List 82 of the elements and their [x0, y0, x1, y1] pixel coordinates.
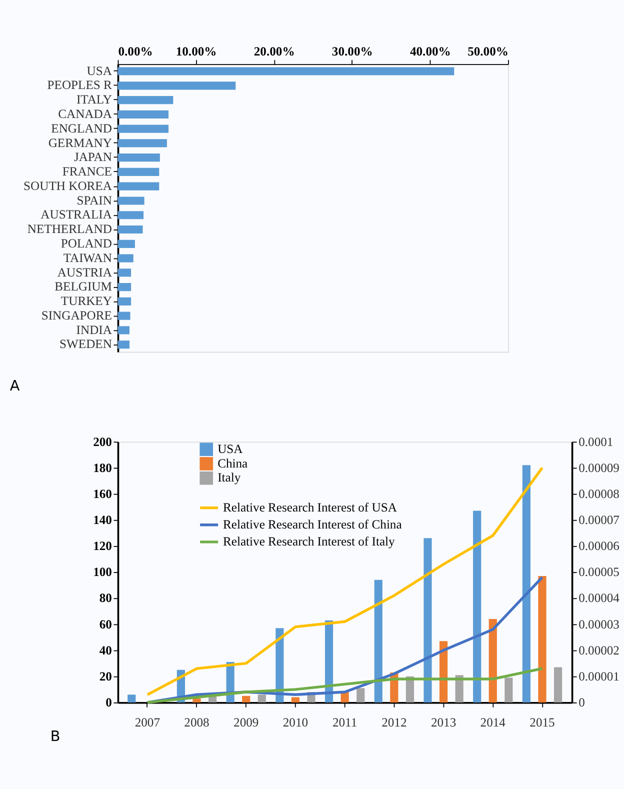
bar	[258, 694, 266, 702]
x-tick-label: 2012	[382, 715, 407, 730]
y-tick-label: TAIWAN	[63, 250, 112, 265]
y-tick-label: FRANCE	[62, 164, 112, 179]
bar	[473, 510, 482, 702]
text: B	[50, 729, 60, 746]
y2-tick-label: 0.00008	[578, 486, 620, 501]
y2-tick-label: 0.00009	[578, 460, 620, 475]
bar	[439, 641, 448, 702]
bar	[374, 580, 382, 702]
y-tick-label: 120	[93, 539, 112, 554]
y2-tick-label: 0.00006	[578, 539, 620, 554]
legend-label: USA	[218, 442, 243, 456]
bar	[538, 576, 546, 702]
x-tick-label: 2015	[530, 715, 555, 730]
y-tick-label: POLAND	[60, 236, 112, 250]
bar	[192, 698, 201, 702]
line-series	[146, 466, 544, 696]
y-tick-label: AUSTRIA	[57, 265, 112, 280]
x-tick-label: 2008	[184, 715, 210, 730]
y2-tick-label: 0.0001	[578, 434, 614, 449]
y-tick-label: NETHERLAND	[27, 222, 112, 236]
x-tick-label: 10.00%	[176, 44, 217, 59]
y2-tick-label: 0.00003	[578, 617, 620, 632]
bar	[554, 667, 562, 702]
y-tick-label: ENGLAND	[51, 121, 112, 136]
y-tick-label: BELGIUM	[54, 280, 112, 294]
y-tick-label: SOUTH KOREA	[24, 178, 112, 193]
y-tick-label: TURKEY	[60, 294, 112, 308]
y-tick-label: SWEDEN	[60, 337, 112, 352]
bar	[242, 696, 250, 702]
x-tick-label: 50.00%	[468, 44, 508, 59]
bar	[424, 538, 432, 702]
legend-label: Relative Research Interest of USA	[222, 500, 397, 514]
bar	[504, 678, 513, 702]
y-tick-label: 80	[99, 591, 112, 606]
bar	[356, 688, 365, 702]
y-tick-label: USA	[86, 64, 112, 78]
x-tick-label: 2009	[234, 715, 259, 730]
legend-label: Relative Research Interest of Italy	[222, 534, 396, 549]
y-tick-label: 60	[99, 617, 112, 632]
y-tick-label: 40	[99, 643, 112, 658]
bar	[488, 619, 497, 702]
y2-tick-label: 0.00005	[578, 565, 620, 580]
y2-tick-label: 0.00007	[578, 512, 620, 527]
y-tick-label: PEOPLES R	[47, 78, 113, 92]
y2-tick-label: 0.00001	[578, 669, 620, 684]
y2-tick-label: 0.00004	[578, 591, 620, 606]
y-tick-label: 100	[93, 565, 112, 580]
y-tick-label: GERMANY	[48, 136, 112, 150]
x-tick-label: 2014	[480, 715, 506, 730]
y2-tick-label: 0	[578, 696, 585, 710]
line-series	[146, 667, 544, 704]
legend-label: China	[218, 456, 248, 470]
y-tick-label: 180	[93, 460, 112, 475]
x-tick-label: 2013	[430, 715, 456, 730]
x-tick-label: 0.00%	[118, 44, 153, 59]
x-tick-label: 2007	[134, 715, 160, 730]
y-tick-label: SINGAPORE	[41, 308, 112, 322]
x-tick-label: 2010	[282, 715, 308, 730]
y-tick-label: SPAIN	[76, 193, 112, 208]
bar	[522, 465, 530, 702]
y-tick-label: ITALY	[76, 92, 112, 107]
bar	[128, 694, 136, 702]
legend-label: Italy	[218, 470, 242, 485]
y-tick-label: 20	[99, 669, 112, 684]
text: A	[10, 378, 20, 394]
x-tick-label: 30.00%	[332, 44, 373, 59]
y-tick-label: 140	[93, 512, 112, 527]
y-tick-label: CANADA	[58, 107, 112, 122]
x-tick-label: 40.00%	[410, 44, 451, 59]
x-tick-label: 20.00%	[254, 44, 295, 59]
y-tick-label: INDIA	[76, 322, 112, 337]
y-tick-label: AUSTRALIA	[40, 208, 112, 222]
y-tick-label: JAPAN	[74, 150, 112, 164]
legend-label: Relative Research Interest of China	[222, 517, 402, 532]
x-tick-label: 2011	[332, 715, 358, 730]
y2-tick-label: 0.00002	[578, 643, 620, 658]
y-tick-label: 160	[93, 486, 112, 501]
bar	[291, 697, 300, 702]
y-tick-label: 0	[106, 696, 112, 710]
y-tick-label: 200	[93, 434, 112, 449]
